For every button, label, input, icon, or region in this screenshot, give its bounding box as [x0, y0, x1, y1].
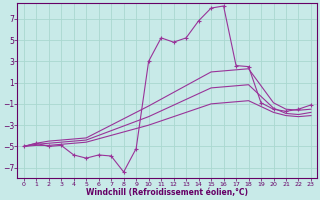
X-axis label: Windchill (Refroidissement éolien,°C): Windchill (Refroidissement éolien,°C) — [86, 188, 248, 197]
